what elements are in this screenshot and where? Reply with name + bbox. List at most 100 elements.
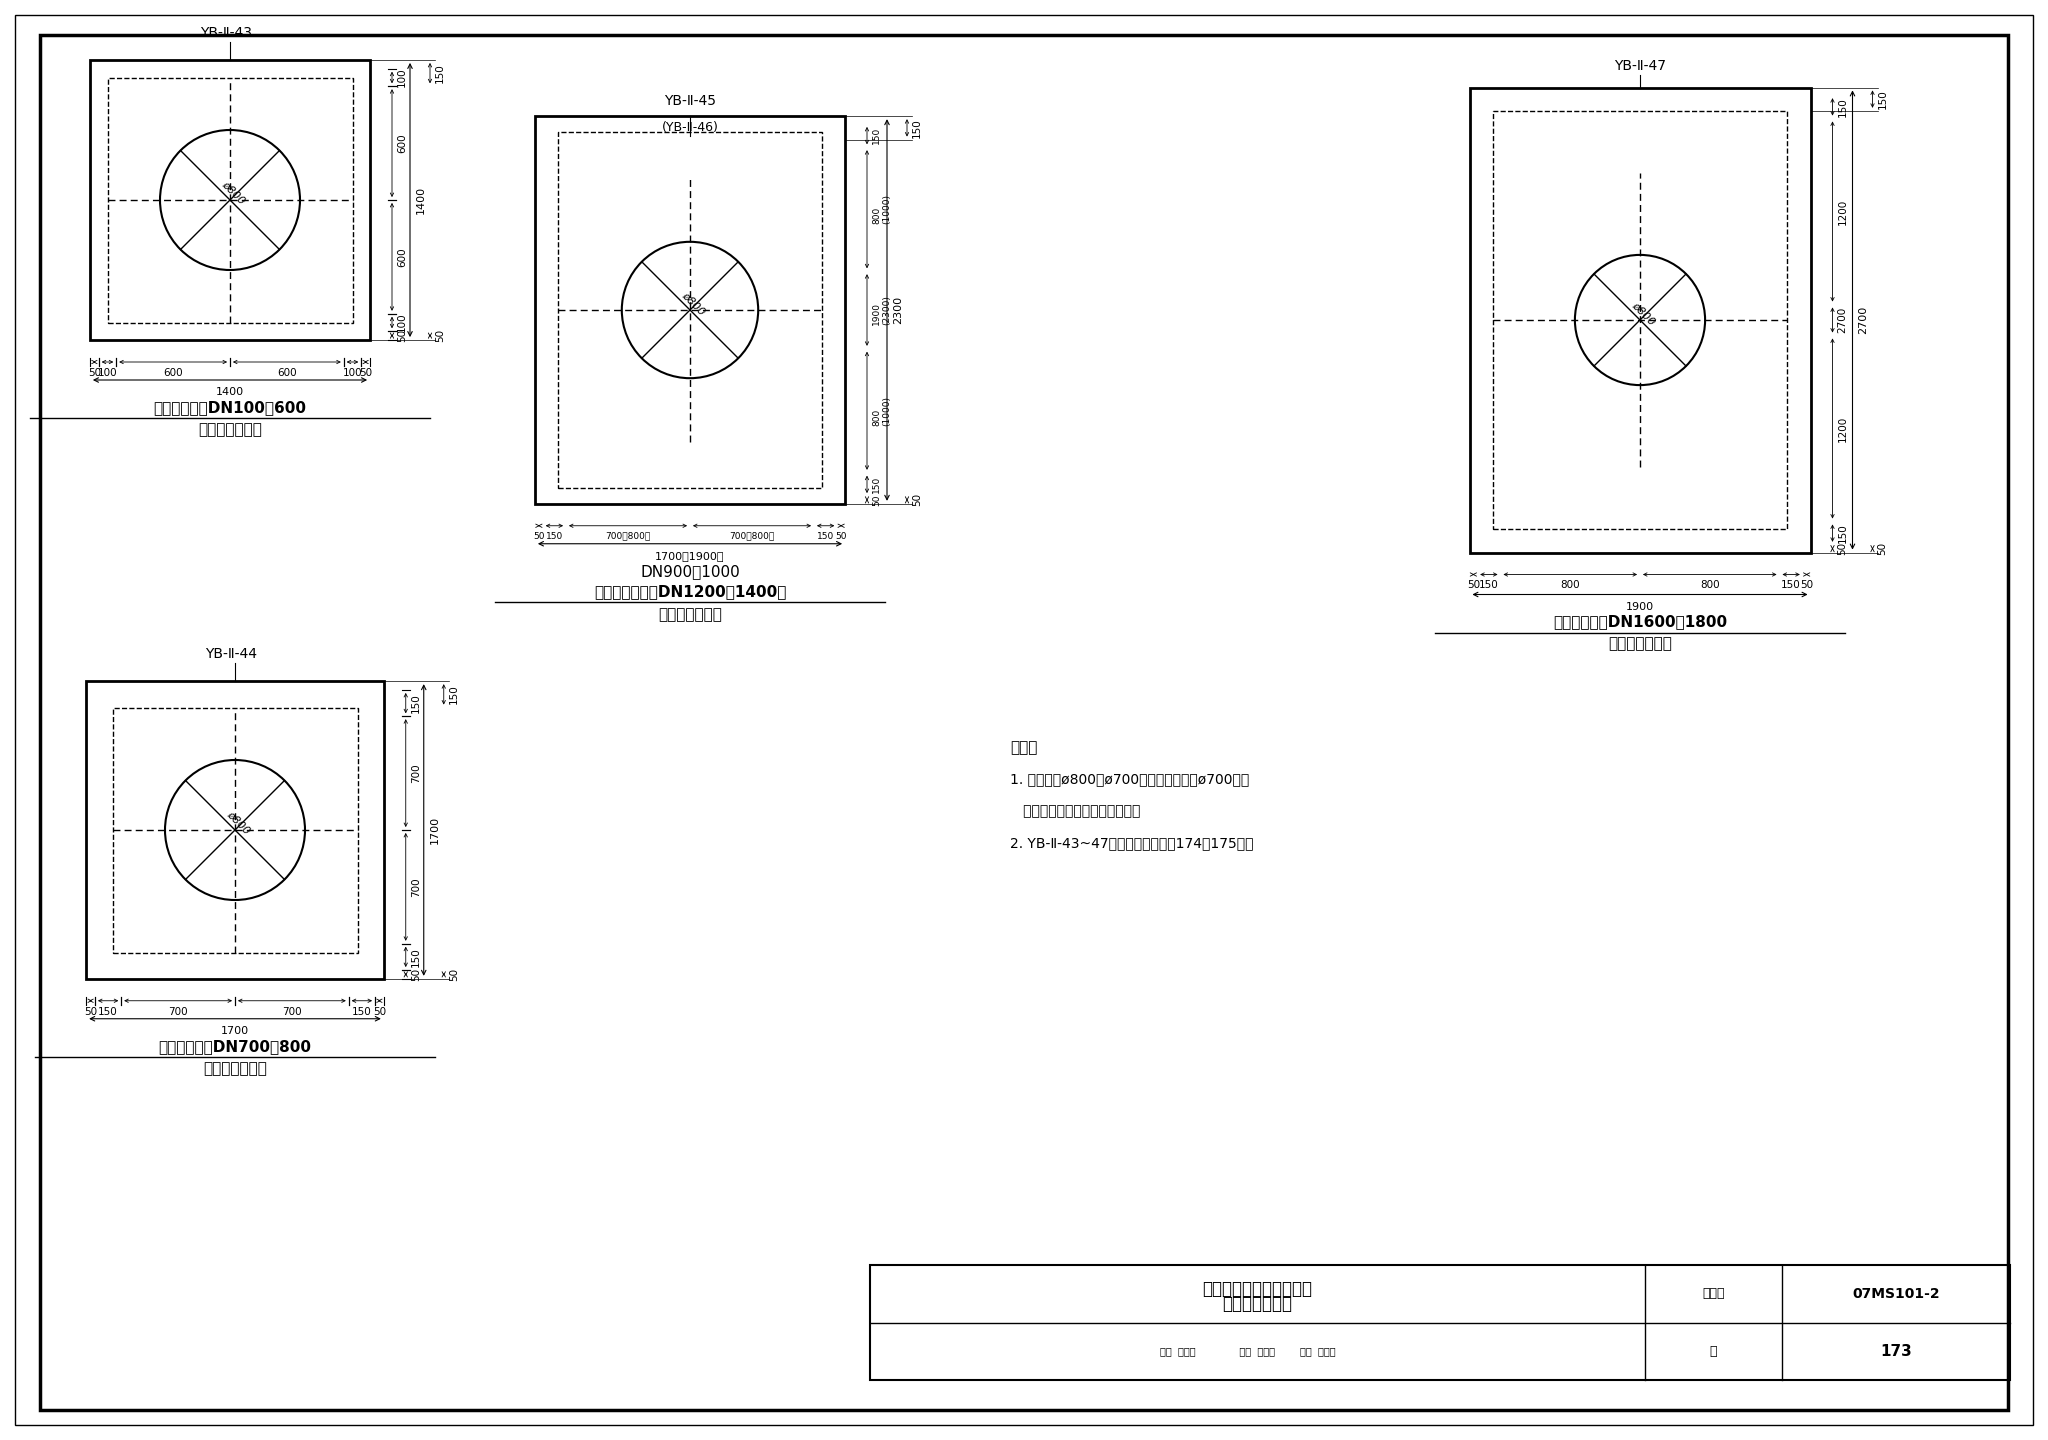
Text: 700: 700 — [412, 877, 420, 897]
Text: 150: 150 — [412, 948, 420, 966]
Text: 150: 150 — [1782, 580, 1800, 590]
Text: 100: 100 — [342, 369, 362, 377]
Text: 50: 50 — [397, 330, 408, 343]
Bar — [1470, 88, 1810, 553]
Text: 50: 50 — [911, 494, 922, 507]
Text: 50: 50 — [88, 369, 100, 377]
Text: 800: 800 — [1561, 580, 1581, 590]
Text: 50: 50 — [373, 1007, 385, 1017]
Text: 700（800）: 700（800） — [729, 531, 774, 541]
Text: 盖板平面布置图: 盖板平面布置图 — [1608, 636, 1671, 651]
Text: 150: 150 — [412, 693, 420, 713]
Text: 页: 页 — [1710, 1345, 1718, 1358]
Bar — [113, 707, 358, 952]
Text: 150: 150 — [872, 127, 881, 144]
Text: 700（800）: 700（800） — [606, 531, 651, 541]
Bar — [90, 60, 371, 340]
Text: 1200: 1200 — [1837, 199, 1847, 225]
Text: 矩形排气阀井DN1600～1800: 矩形排气阀井DN1600～1800 — [1552, 615, 1726, 629]
Text: 150: 150 — [352, 1007, 373, 1017]
Text: 800
(1000): 800 (1000) — [872, 396, 891, 426]
Text: 盖板平面布置图: 盖板平面布置图 — [199, 422, 262, 436]
Text: 150: 150 — [817, 531, 834, 541]
Text: 800: 800 — [1700, 580, 1720, 590]
Text: 50: 50 — [1800, 580, 1812, 590]
Text: YB-Ⅱ-45: YB-Ⅱ-45 — [664, 94, 717, 108]
Bar — [86, 681, 383, 979]
Text: 1900
(2300): 1900 (2300) — [872, 295, 891, 325]
Text: 盖板平面布置图: 盖板平面布置图 — [657, 606, 723, 622]
Text: 150: 150 — [1878, 89, 1888, 109]
Text: DN900～1000: DN900～1000 — [641, 563, 739, 579]
Text: 150: 150 — [434, 63, 444, 84]
Text: 图集号: 图集号 — [1702, 1287, 1724, 1300]
Text: (YB-Ⅱ-46): (YB-Ⅱ-46) — [662, 121, 719, 134]
Text: 700: 700 — [168, 1007, 188, 1017]
Text: YB-Ⅱ-44: YB-Ⅱ-44 — [205, 647, 256, 661]
Text: 50: 50 — [872, 494, 881, 505]
Text: 钢筋混凝土矩形排气阀井: 钢筋混凝土矩形排气阀井 — [1202, 1280, 1313, 1297]
Text: 2. YB-Ⅱ-43~47配筋图见本图集第174、175页。: 2. YB-Ⅱ-43~47配筋图见本图集第174、175页。 — [1010, 837, 1253, 850]
Text: 50: 50 — [84, 1007, 96, 1017]
Text: 150: 150 — [1837, 96, 1847, 117]
Text: 说明：: 说明： — [1010, 740, 1038, 755]
Text: 700: 700 — [283, 1007, 301, 1017]
Text: YB-Ⅱ-47: YB-Ⅱ-47 — [1614, 59, 1665, 72]
Text: 100: 100 — [397, 68, 408, 88]
Text: 173: 173 — [1880, 1344, 1913, 1359]
Text: 150: 150 — [545, 531, 563, 541]
Text: 50: 50 — [434, 330, 444, 343]
Bar — [535, 117, 846, 504]
Text: 1200: 1200 — [1837, 415, 1847, 442]
Text: 150: 150 — [1479, 580, 1499, 590]
Text: 800
(1000): 800 (1000) — [872, 194, 891, 225]
Text: 1700（1900）: 1700（1900） — [655, 550, 725, 560]
Text: 600: 600 — [397, 134, 408, 153]
Text: 150: 150 — [911, 118, 922, 138]
Text: 600: 600 — [276, 369, 297, 377]
Text: 2300: 2300 — [893, 297, 903, 324]
Bar — [1493, 111, 1788, 530]
Text: 50: 50 — [449, 968, 459, 981]
Text: 盖板平面布置图: 盖板平面布置图 — [203, 1061, 266, 1076]
Text: 矩形排气阀井（DN1200～1400）: 矩形排气阀井（DN1200～1400） — [594, 583, 786, 599]
Text: 审核  郭英雄              校对  曾令芷        设计  王先生: 审核 郭英雄 校对 曾令芷 设计 王先生 — [1161, 1346, 1356, 1356]
Text: 2700: 2700 — [1858, 305, 1868, 334]
Text: 150: 150 — [1837, 523, 1847, 543]
Text: 07MS101-2: 07MS101-2 — [1851, 1287, 1939, 1300]
Text: 600: 600 — [164, 369, 182, 377]
Text: 1. 人孔直径ø800或ø700，当人孔直径为ø700时，: 1. 人孔直径ø800或ø700，当人孔直径为ø700时， — [1010, 772, 1249, 786]
Bar — [106, 78, 352, 323]
Text: 50: 50 — [1466, 580, 1481, 590]
Text: ø800: ø800 — [680, 289, 707, 317]
Text: 50: 50 — [532, 531, 545, 541]
Text: 50: 50 — [836, 531, 848, 541]
Text: 50: 50 — [1837, 541, 1847, 556]
Text: ø800: ø800 — [225, 809, 252, 837]
Text: 1400: 1400 — [416, 186, 426, 215]
Text: 150: 150 — [872, 475, 881, 492]
Text: 50: 50 — [1878, 541, 1888, 556]
Text: 100: 100 — [98, 369, 117, 377]
Text: 矩形排气阀井DN700～800: 矩形排气阀井DN700～800 — [158, 1038, 311, 1054]
Text: 需将相关钢筋的长度进行修改。: 需将相关钢筋的长度进行修改。 — [1010, 804, 1141, 818]
Text: 1400: 1400 — [215, 387, 244, 397]
Text: 50: 50 — [358, 369, 373, 377]
Text: 1700: 1700 — [430, 816, 440, 844]
Text: ø800: ø800 — [1630, 300, 1657, 327]
Text: YB-Ⅱ-43: YB-Ⅱ-43 — [201, 26, 252, 40]
Text: 100: 100 — [397, 312, 408, 333]
Text: 盖板平面布置图: 盖板平面布置图 — [1223, 1295, 1292, 1313]
Text: 700: 700 — [412, 763, 420, 783]
Text: 150: 150 — [98, 1007, 119, 1017]
Bar — [870, 1264, 2009, 1380]
Text: ø800: ø800 — [219, 180, 248, 206]
Bar — [559, 131, 821, 488]
Text: 600: 600 — [397, 248, 408, 266]
Text: 2700: 2700 — [1837, 307, 1847, 333]
Text: 150: 150 — [449, 684, 459, 704]
Text: 1700: 1700 — [221, 1025, 250, 1035]
Text: 矩形排气阀井DN100～600: 矩形排气阀井DN100～600 — [154, 400, 307, 415]
Text: 50: 50 — [412, 968, 420, 981]
Text: 1900: 1900 — [1626, 602, 1655, 612]
